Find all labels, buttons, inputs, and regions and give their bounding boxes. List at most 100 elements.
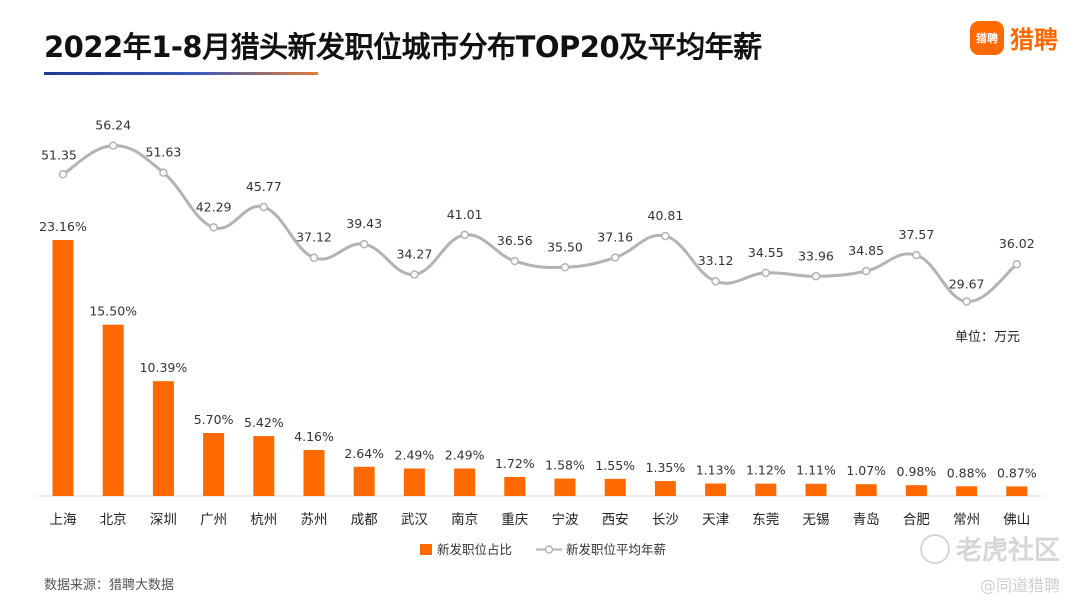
logo-badge-icon: 猎聘 (970, 20, 1004, 55)
unit-label: 单位：万元 (955, 330, 1020, 345)
category-label-7: 武汉 (401, 512, 428, 528)
bar-label-15: 1.11% (796, 463, 836, 478)
salary-point-17 (912, 250, 921, 260)
bar-label-14: 1.12% (746, 463, 786, 478)
category-label-9: 重庆 (501, 512, 528, 528)
bar-12 (654, 481, 676, 496)
salary-point-12 (661, 231, 670, 241)
salary-label-11: 37.16 (597, 230, 633, 245)
bar-label-10: 1.58% (545, 458, 585, 473)
bar-9 (504, 476, 526, 496)
salary-point-5 (309, 253, 319, 262)
salary-label-19: 36.02 (999, 236, 1035, 251)
salary-label-14: 34.55 (748, 245, 784, 260)
bar-8 (454, 468, 476, 496)
salary-label-6: 39.43 (346, 216, 382, 231)
category-label-14: 东莞 (752, 512, 779, 528)
category-label-19: 佛山 (1003, 512, 1030, 528)
category-label-2: 深圳 (150, 512, 177, 528)
bar-label-3: 5.70% (194, 412, 234, 427)
bar-5 (303, 450, 325, 496)
category-label-12: 长沙 (652, 512, 679, 528)
category-label-1: 北京 (100, 512, 127, 528)
salary-label-5: 37.12 (296, 230, 332, 245)
bar-18 (956, 486, 978, 496)
salary-label-7: 34.27 (397, 246, 433, 261)
category-label-4: 杭州 (250, 512, 277, 528)
category-label-5: 苏州 (301, 512, 328, 528)
bar-13 (705, 483, 727, 496)
salary-point-9 (510, 256, 520, 266)
bar-4 (253, 436, 275, 496)
bar-16 (855, 484, 877, 496)
salary-point-19 (1012, 259, 1022, 269)
watermark-main-text: 老虎社区 (955, 536, 1060, 566)
bar-label-2: 10.39% (140, 360, 188, 375)
bar-label-18: 0.88% (947, 465, 987, 480)
bar-6 (353, 466, 375, 496)
category-label-0: 上海 (50, 512, 77, 528)
bar-label-12: 1.35% (646, 460, 686, 475)
salary-point-4 (259, 202, 269, 212)
chart-title: 2022年1-8月猎头新发职位城市分布TOP20及平均年薪 (44, 30, 762, 64)
salary-label-15: 33.96 (798, 248, 834, 263)
category-label-8: 南京 (451, 512, 478, 528)
category-label-15: 无锡 (803, 512, 830, 528)
liepin-logo: 猎聘 猎聘 (970, 20, 1058, 55)
bar-label-1: 15.50% (89, 304, 137, 319)
salary-point-16 (861, 266, 871, 276)
category-label-13: 天津 (702, 512, 729, 528)
legend-bar-label: 新发职位占比 (437, 542, 512, 557)
salary-point-3 (209, 223, 218, 232)
salary-point-7 (410, 270, 419, 279)
bar-1 (102, 324, 124, 496)
bar-3 (203, 432, 225, 496)
bar-label-4: 5.42% (244, 415, 284, 430)
salary-point-6 (359, 239, 369, 249)
data-source: 数据来源：猎聘大数据 (44, 578, 175, 593)
salary-point-13 (711, 276, 720, 286)
bar-label-0: 23.16% (39, 219, 87, 234)
salary-point-1 (108, 141, 118, 150)
bar-label-6: 2.64% (344, 446, 384, 461)
salary-point-15 (811, 272, 821, 281)
salary-label-0: 51.35 (41, 147, 77, 162)
salary-label-13: 33.12 (698, 253, 734, 268)
watermark-sub: @同道猎聘 (979, 576, 1060, 595)
bar-17 (905, 485, 927, 496)
bar-label-19: 0.87% (997, 465, 1037, 480)
bar-11 (604, 478, 626, 496)
bar-14 (755, 483, 777, 496)
salary-label-8: 41.01 (447, 207, 483, 222)
bar-label-13: 1.13% (696, 463, 736, 478)
bar-label-17: 0.98% (897, 464, 937, 479)
logo-text: 猎聘 (1010, 26, 1058, 54)
bar-0 (52, 240, 74, 496)
salary-label-1: 56.24 (95, 118, 131, 133)
category-label-3: 广州 (200, 512, 227, 528)
category-label-11: 西安 (602, 512, 629, 528)
legend-bar-swatch (420, 544, 432, 555)
bar-label-7: 2.49% (395, 447, 435, 462)
category-label-16: 青岛 (853, 512, 880, 528)
salary-label-17: 37.57 (899, 227, 935, 242)
salary-label-9: 36.56 (497, 233, 533, 248)
category-label-17: 合肥 (903, 512, 930, 528)
bar-label-11: 1.55% (595, 458, 635, 473)
bar-2 (152, 381, 174, 496)
watermark-paw-icon (919, 533, 950, 564)
salary-point-2 (159, 168, 168, 177)
legend-line-label: 新发职位平均年薪 (566, 542, 666, 557)
bar-7 (403, 468, 425, 496)
bar-label-9: 1.72% (495, 456, 535, 471)
salary-label-10: 35.50 (547, 239, 583, 254)
bar-label-8: 2.49% (445, 447, 485, 462)
category-label-10: 宁波 (552, 511, 580, 528)
salary-point-14 (761, 268, 771, 278)
bar-15 (805, 483, 827, 496)
legend-line-marker (544, 545, 554, 554)
salary-label-2: 51.63 (146, 145, 182, 160)
salary-label-3: 42.29 (196, 199, 232, 214)
salary-label-12: 40.81 (648, 208, 684, 223)
